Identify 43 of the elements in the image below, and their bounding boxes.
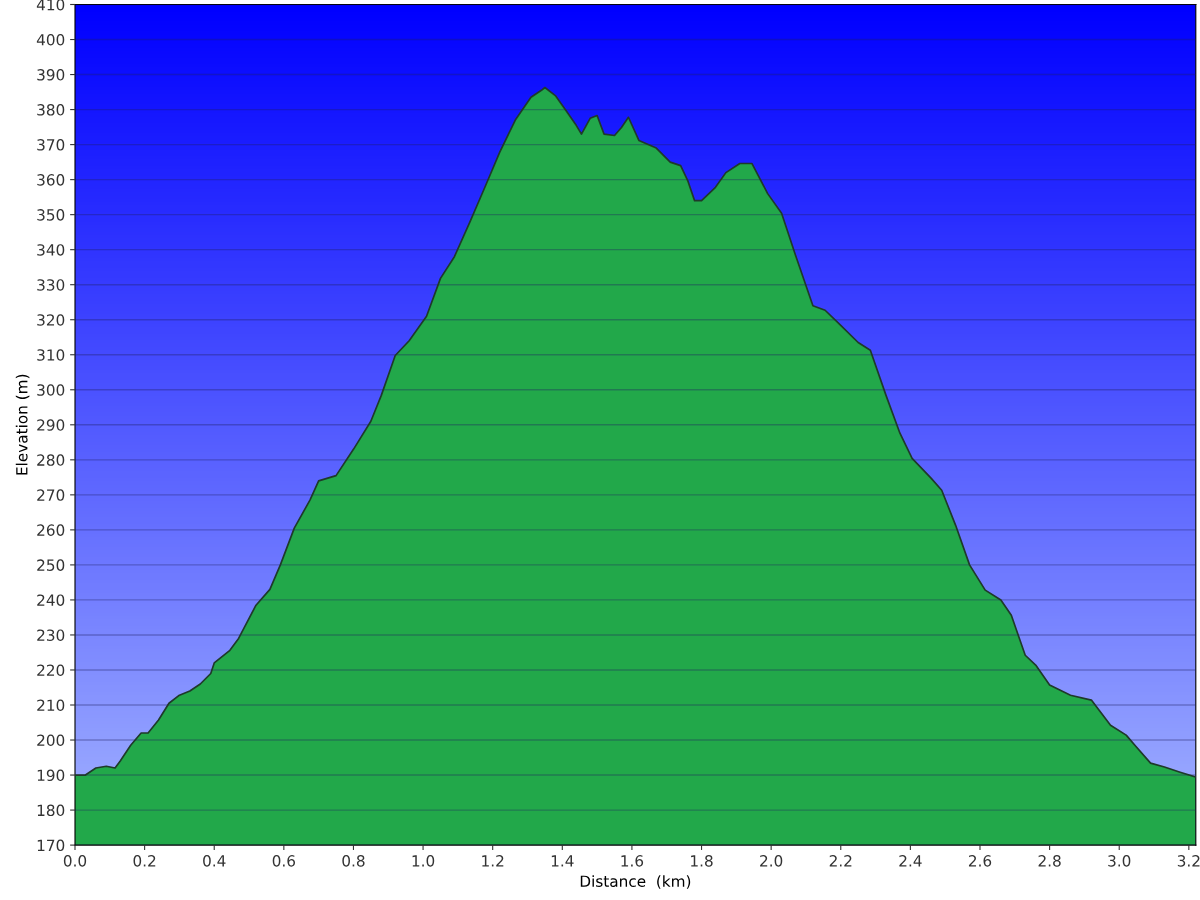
x-tick-label: 1.0 bbox=[412, 855, 435, 867]
x-tick-label: 0.2 bbox=[133, 855, 156, 867]
x-tick-label: 3.0 bbox=[1108, 855, 1131, 867]
y-tick-label: 190 bbox=[37, 769, 65, 782]
y-tick-label: 230 bbox=[37, 629, 65, 641]
x-tick-label: 2.6 bbox=[968, 855, 992, 867]
y-tick-label: 240 bbox=[37, 594, 65, 606]
y-tick-label: 390 bbox=[37, 69, 65, 81]
x-tick-label: 1.6 bbox=[621, 855, 644, 867]
y-tick-label: 340 bbox=[37, 244, 65, 256]
y-tick-label: 170 bbox=[37, 839, 65, 852]
y-tick-label: 300 bbox=[37, 384, 65, 396]
y-tick-label: 270 bbox=[37, 489, 65, 501]
y-tick-label: 360 bbox=[37, 174, 65, 186]
y-tick-label: 180 bbox=[37, 804, 65, 817]
x-tick-label: 0.4 bbox=[203, 855, 226, 867]
y-tick-label: 380 bbox=[37, 104, 65, 116]
y-tick-label: 370 bbox=[37, 139, 65, 151]
y-tick-label: 330 bbox=[37, 279, 65, 291]
y-tick-label: 260 bbox=[37, 524, 65, 536]
y-tick-label: 350 bbox=[37, 209, 65, 221]
y-axis-title: Elevation (m) bbox=[15, 374, 30, 475]
x-tick-label: 0.6 bbox=[272, 855, 296, 867]
x-tick-label: 0.8 bbox=[342, 855, 365, 867]
y-tick-label: 280 bbox=[37, 454, 65, 466]
y-tick-label: 400 bbox=[36, 33, 65, 46]
y-tick-label: 200 bbox=[37, 734, 65, 747]
x-tick-label: 1.4 bbox=[551, 855, 574, 867]
x-tick-label: 2.8 bbox=[1038, 855, 1061, 867]
x-tick-label: 1.8 bbox=[691, 855, 713, 867]
y-tick-label: 210 bbox=[37, 699, 65, 712]
x-tick-label: 2.4 bbox=[899, 855, 922, 867]
y-tick-label: 220 bbox=[37, 664, 65, 676]
y-tick-label: 310 bbox=[37, 349, 65, 361]
x-tick-label: 3.2 bbox=[1177, 855, 1200, 867]
x-tick-label: 0.0 bbox=[63, 855, 87, 867]
x-tick-label: 2.0 bbox=[760, 855, 783, 867]
y-tick-label: 250 bbox=[37, 559, 65, 571]
x-tick-label: 2.2 bbox=[829, 855, 852, 867]
x-axis-title: Distance (km) bbox=[580, 875, 691, 889]
x-tick-label: 1.2 bbox=[482, 855, 504, 867]
y-tick-label: 290 bbox=[37, 419, 65, 431]
y-tick-label: 320 bbox=[37, 314, 65, 326]
